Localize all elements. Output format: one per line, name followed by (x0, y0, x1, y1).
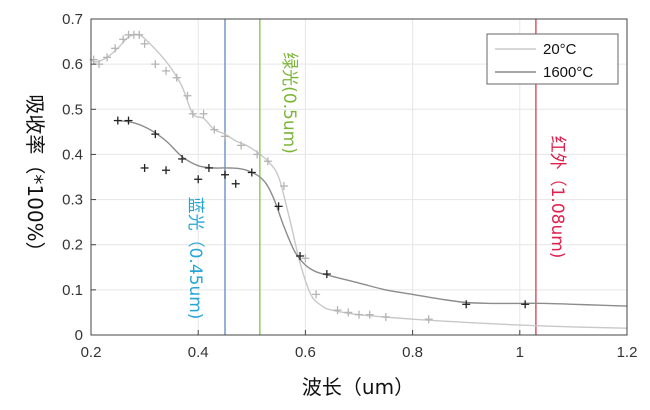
data-point (103, 53, 112, 62)
x-tick-label: 0.6 (295, 344, 316, 361)
y-axis-label: 吸收率（*100%） (23, 94, 47, 261)
data-point (162, 166, 171, 175)
annotation-label-2: 红外（1.08um) (547, 136, 567, 259)
x-tick-label: 0.2 (81, 344, 102, 361)
data-point (194, 175, 203, 184)
data-point (172, 73, 181, 82)
series-0 (89, 30, 628, 329)
plot-frame (90, 18, 628, 336)
series-layer (89, 30, 628, 329)
y-tick-label: 0.4 (62, 146, 83, 163)
y-tick-label: 0.5 (62, 101, 83, 118)
data-point (301, 254, 310, 263)
y-tick-label: 0.7 (62, 11, 83, 28)
series-1 (113, 116, 628, 309)
data-point (135, 30, 144, 39)
data-point (113, 116, 122, 125)
y-tick-label: 0.1 (62, 282, 83, 299)
y-tick-label: 0 (75, 327, 83, 344)
data-point (333, 306, 342, 315)
series-line (117, 119, 628, 307)
data-point (151, 60, 160, 69)
data-point (178, 154, 187, 163)
x-tick-label: 1 (516, 344, 524, 361)
data-point (231, 179, 240, 188)
data-point (140, 163, 149, 172)
data-point (381, 312, 390, 321)
data-point (322, 270, 331, 279)
data-point (221, 132, 229, 141)
data-point (274, 202, 283, 211)
data-point (263, 157, 272, 166)
ticks: 0.2 0.4 0.6 0.8 1 1.2 0 0.1 0.2 0.3 0.4 0.5 0.6 0.7 (62, 11, 637, 361)
data-point (365, 310, 374, 319)
data-point (124, 116, 133, 125)
data-point (221, 170, 229, 179)
data-point (95, 60, 104, 69)
y-tick-label: 0.2 (62, 237, 83, 254)
data-point (210, 125, 219, 134)
annotation-label-0: 蓝光（0.45um) (185, 197, 205, 320)
annotation-labels: 蓝光（0.45um) 绿光(0.5um) 红外（1.08um) (185, 52, 567, 319)
legend-box (486, 33, 619, 85)
legend-label-20c: 20°C (543, 41, 577, 58)
data-point (521, 300, 530, 309)
data-point (162, 66, 171, 75)
data-point (188, 109, 197, 118)
legend: 20°C 1600°C (486, 33, 619, 85)
data-point (253, 150, 262, 159)
data-point (140, 39, 149, 48)
data-point (296, 252, 305, 260)
annotation-label-1: 绿光(0.5um) (279, 52, 299, 154)
data-point (279, 182, 288, 191)
data-point (111, 44, 120, 53)
data-point (344, 308, 353, 317)
data-point (247, 168, 256, 177)
data-point (355, 310, 363, 319)
data-point (237, 141, 246, 150)
data-point (183, 91, 192, 100)
data-point (204, 163, 213, 172)
x-axis-label: 波长（um） (302, 375, 414, 399)
x-tick-label: 0.8 (402, 344, 423, 361)
data-point (199, 109, 208, 118)
x-tick-label: 0.4 (188, 344, 209, 361)
data-point (119, 35, 128, 44)
data-point (312, 290, 321, 299)
data-point (462, 300, 471, 309)
legend-label-1600c: 1600°C (543, 64, 593, 81)
data-point (424, 315, 433, 324)
y-tick-label: 0.6 (62, 56, 83, 73)
data-point (151, 130, 160, 139)
y-tick-label: 0.3 (62, 192, 83, 209)
x-tick-label: 1.2 (617, 344, 638, 361)
